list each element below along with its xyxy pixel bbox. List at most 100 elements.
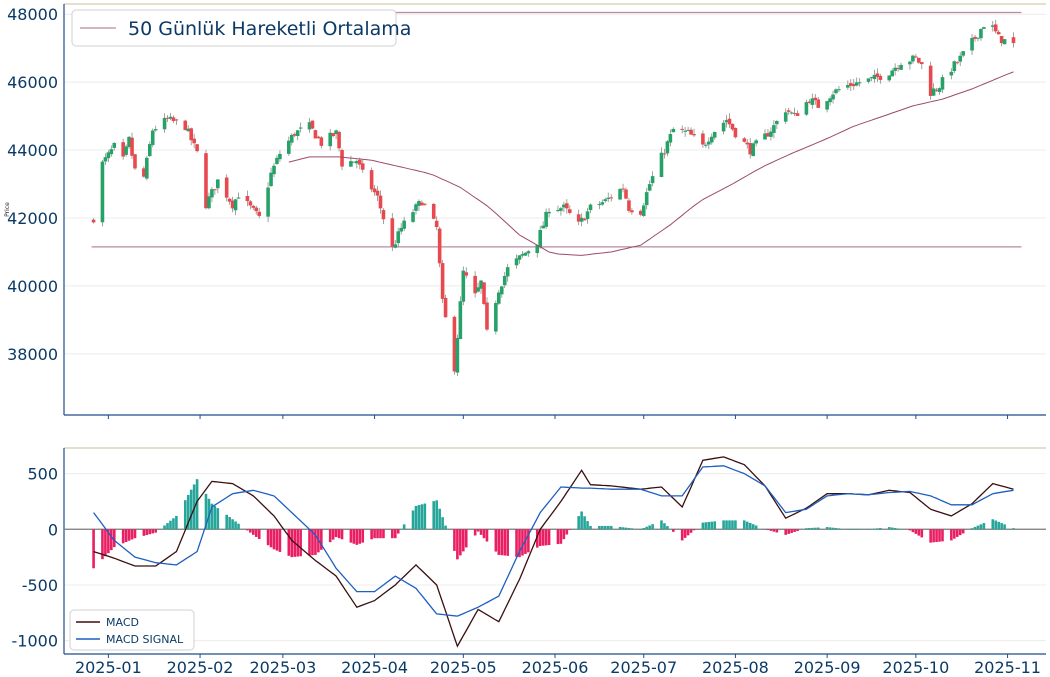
ma50-line (288, 71, 1014, 256)
candle-body (893, 67, 897, 71)
candle-body (357, 159, 362, 165)
candle-body (683, 130, 687, 132)
candle-body (668, 134, 673, 143)
macd-histogram-bar (257, 529, 261, 539)
macd-histogram-bar (941, 529, 944, 542)
candle-body (567, 209, 572, 213)
candle-body (671, 128, 676, 133)
candle-body (473, 275, 477, 294)
macd-histogram-bar (376, 529, 379, 539)
candle-body (816, 99, 821, 108)
macd-histogram-bar (231, 519, 234, 530)
candle-body (213, 189, 217, 191)
macd-histogram-bar (337, 529, 341, 539)
candle-body (810, 98, 815, 105)
macd-histogram-bar (1003, 524, 1006, 530)
candle-body (807, 101, 812, 103)
candle-body (207, 196, 211, 209)
macd-histogram-bar (955, 529, 959, 537)
macd-histogram-bar (624, 527, 628, 530)
macd-histogram-bar (420, 504, 424, 530)
macd-histogram-bar (601, 525, 604, 530)
candle-body (402, 220, 406, 229)
macd-histogram-bar (225, 514, 228, 530)
candle-body (313, 130, 318, 139)
macd-histogram-bar (92, 529, 95, 569)
macd-histogram-bar (216, 508, 220, 530)
x-tick-label: 2025-07 (610, 658, 677, 677)
macd-histogram-bar (606, 525, 610, 530)
macd-histogram-bar (349, 529, 353, 543)
candle-body (538, 230, 543, 247)
candle-body (331, 133, 335, 137)
macd-histogram-bar (887, 527, 891, 530)
candle-body (266, 187, 270, 217)
macd-histogram-bar (518, 529, 521, 558)
macd-histogram-bar (506, 529, 509, 556)
candle-body (556, 210, 560, 212)
macd-histogram-bar (497, 529, 501, 555)
macd-histogram-bar (328, 529, 332, 543)
candle-body (443, 297, 448, 318)
macd-histogram-bar (317, 529, 320, 553)
macd-histogram-bar (249, 529, 252, 533)
macd-histogram-bar (151, 529, 155, 534)
price-y-tick-label: 42000 (7, 209, 58, 228)
candle-body (745, 142, 750, 145)
macd-histogram-bar (402, 524, 406, 530)
macd-histogram-bar (899, 528, 903, 530)
macd-histogram-bar (672, 529, 675, 532)
candle-body (523, 252, 528, 256)
macd-histogram-bar (133, 529, 137, 539)
candle-body (754, 140, 758, 144)
candle-body (452, 316, 457, 372)
macd-histogram-bar (1000, 523, 1003, 530)
candle-body (112, 142, 117, 148)
macd-histogram-bar (314, 529, 317, 555)
macd-histogram-bar (411, 510, 415, 530)
macd-histogram-bar (473, 529, 477, 536)
macd-histogram-bar (379, 529, 382, 539)
candle-body (227, 198, 232, 202)
candle-body (665, 141, 670, 154)
macd-histogram-bar (979, 524, 983, 530)
macd-histogram-bar (982, 523, 986, 530)
macd-histogram-bar (784, 529, 788, 535)
price-legend: 50 Günlük Hareketli Ortalama (71, 9, 411, 47)
macd-histogram-bar (272, 529, 276, 550)
candle-body (712, 131, 717, 138)
candle-body (1002, 39, 1007, 45)
candle-body (949, 71, 954, 76)
macd-histogram-bar (535, 529, 539, 548)
x-tick-label: 2025-08 (702, 658, 769, 677)
candle-body (360, 163, 365, 170)
macd-histogram-bar (104, 529, 107, 557)
macd-histogram-bar (879, 528, 882, 530)
candle-body (171, 117, 176, 121)
macd-histogram-bar (876, 528, 879, 530)
macd-histogram-bar (432, 501, 436, 530)
candle-body (692, 134, 696, 136)
macd-histogram-bar (855, 529, 858, 530)
candle-body (127, 136, 131, 148)
candle-body (147, 144, 152, 157)
candle-body (769, 131, 773, 137)
macd-histogram-bar (896, 528, 900, 530)
candle-body (91, 219, 96, 223)
macd-histogram-bar (816, 527, 820, 530)
candle-body (216, 179, 220, 189)
macd-histogram-bar (858, 529, 861, 530)
candle-body (251, 205, 256, 208)
candle-body (630, 210, 634, 213)
candle-body (257, 211, 262, 216)
macd-histogram-bar (618, 526, 622, 530)
macd-histogram-bar (787, 529, 790, 534)
candle-body (485, 302, 489, 330)
candle-body (396, 231, 401, 244)
macd-histogram-bar (121, 529, 125, 544)
candle-body (704, 144, 708, 146)
candle-body (307, 122, 312, 130)
macd-histogram-bar (183, 500, 187, 530)
candle-body (393, 244, 398, 248)
macd-histogram-bar (911, 529, 915, 533)
